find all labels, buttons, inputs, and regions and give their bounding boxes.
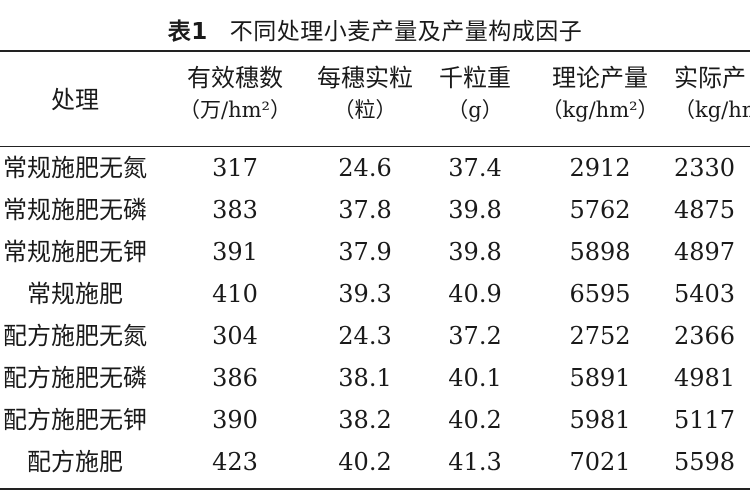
- row-treatment: 常规施肥: [27, 280, 123, 308]
- row-value: 2912: [569, 154, 631, 182]
- header-unit: （g）: [447, 98, 503, 122]
- header-name: 每穗实粒: [317, 64, 413, 92]
- header-unit: （粒）: [333, 98, 397, 122]
- header-unit: （kg/hm: [674, 98, 750, 122]
- row-value: 5981: [569, 406, 631, 434]
- header-name: 有效穗数: [187, 64, 283, 92]
- row-treatment: 配方施肥无氮: [3, 322, 147, 350]
- row-value: 5598: [674, 448, 736, 476]
- row-treatment: 配方施肥无钾: [3, 406, 147, 434]
- row-value: 5898: [569, 238, 631, 266]
- row-value: 37.9: [338, 238, 392, 266]
- row-treatment: 配方施肥无磷: [3, 364, 147, 392]
- row-value: 5117: [674, 406, 736, 434]
- row-value: 38.1: [338, 364, 392, 392]
- table-title: 不同处理小麦产量及产量构成因子: [229, 19, 583, 45]
- header-actual-yield: 实际产 （kg/hm: [670, 62, 750, 126]
- row-value: 4875: [674, 196, 736, 224]
- header-unit: （kg/hm²）: [541, 98, 659, 122]
- header-name: 理论产量: [552, 64, 648, 92]
- table-row: 常规施肥 410 39.3 40.9 6595 5403: [0, 276, 750, 312]
- row-value: 39.3: [338, 280, 392, 308]
- table-label: 表1: [167, 19, 208, 45]
- header-name: 千粒重: [439, 64, 511, 92]
- row-value: 39.8: [448, 238, 502, 266]
- table-bottom-rule: [0, 488, 750, 490]
- row-value: 4897: [674, 238, 736, 266]
- header-name: 实际产: [674, 64, 746, 92]
- table-row: 常规施肥无钾 391 37.9 39.8 5898 4897: [0, 234, 750, 270]
- table-row: 配方施肥无氮 304 24.3 37.2 2752 2366: [0, 318, 750, 354]
- row-value: 40.2: [338, 448, 392, 476]
- row-value: 5762: [569, 196, 631, 224]
- row-value: 390: [212, 406, 258, 434]
- table-caption: 表1 不同处理小麦产量及产量构成因子: [0, 12, 750, 46]
- header-thousand-grain-weight: 千粒重 （g）: [425, 62, 525, 126]
- row-value: 24.3: [338, 322, 392, 350]
- row-value: 2366: [674, 322, 736, 350]
- row-value: 317: [212, 154, 258, 182]
- row-value: 383: [212, 196, 258, 224]
- table-header-rule: [0, 146, 750, 147]
- row-value: 423: [212, 448, 258, 476]
- row-value: 24.6: [338, 154, 392, 182]
- row-value: 2330: [674, 154, 736, 182]
- row-value: 7021: [569, 448, 631, 476]
- row-value: 39.8: [448, 196, 502, 224]
- row-value: 37.8: [338, 196, 392, 224]
- row-value: 391: [212, 238, 258, 266]
- row-value: 41.3: [448, 448, 502, 476]
- header-unit: （万/hm²）: [179, 98, 291, 122]
- header-effective-panicles: 有效穗数 （万/hm²）: [175, 62, 295, 126]
- row-value: 40.1: [448, 364, 502, 392]
- row-treatment: 常规施肥无氮: [3, 154, 147, 182]
- table-row: 配方施肥 423 40.2 41.3 7021 5598: [0, 444, 750, 480]
- header-treatment: 处理: [51, 86, 99, 114]
- row-treatment: 常规施肥无钾: [3, 238, 147, 266]
- row-value: 5891: [569, 364, 631, 392]
- table-row: 常规施肥无氮 317 24.6 37.4 2912 2330: [0, 150, 750, 186]
- row-value: 410: [212, 280, 258, 308]
- header-grains-per-panicle: 每穗实粒 （粒）: [300, 62, 430, 126]
- header-theoretical-yield: 理论产量 （kg/hm²）: [535, 62, 665, 126]
- row-value: 40.2: [448, 406, 502, 434]
- row-value: 304: [212, 322, 258, 350]
- row-treatment: 配方施肥: [27, 448, 123, 476]
- row-value: 37.2: [448, 322, 502, 350]
- table-row: 常规施肥无磷 383 37.8 39.8 5762 4875: [0, 192, 750, 228]
- row-value: 38.2: [338, 406, 392, 434]
- table-top-rule: [0, 50, 750, 52]
- row-value: 40.9: [448, 280, 502, 308]
- row-value: 4981: [674, 364, 736, 392]
- table-row: 配方施肥无钾 390 38.2 40.2 5981 5117: [0, 402, 750, 438]
- row-value: 5403: [674, 280, 736, 308]
- row-value: 386: [212, 364, 258, 392]
- row-treatment: 常规施肥无磷: [3, 196, 147, 224]
- table-row: 配方施肥无磷 386 38.1 40.1 5891 4981: [0, 360, 750, 396]
- row-value: 2752: [569, 322, 631, 350]
- row-value: 37.4: [448, 154, 502, 182]
- row-value: 6595: [569, 280, 631, 308]
